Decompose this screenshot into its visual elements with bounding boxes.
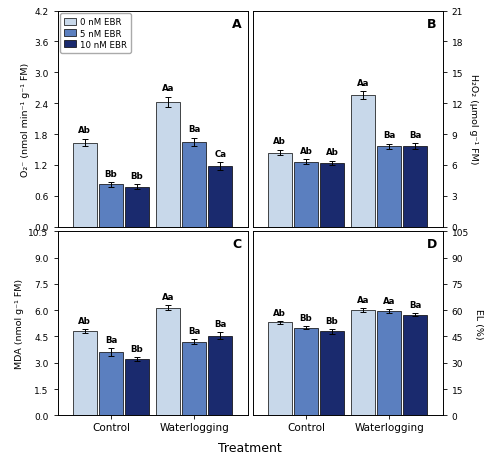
Text: Ba: Ba bbox=[409, 130, 422, 139]
Text: Ab: Ab bbox=[78, 126, 91, 135]
Text: Ab: Ab bbox=[300, 146, 312, 155]
Text: Bb: Bb bbox=[130, 344, 143, 353]
Text: Ca: Ca bbox=[214, 149, 226, 158]
Text: Ab: Ab bbox=[274, 308, 286, 317]
Bar bbox=[73, 331, 96, 415]
Bar bbox=[351, 96, 375, 227]
Text: Bb: Bb bbox=[104, 169, 118, 178]
Bar bbox=[208, 167, 232, 227]
Bar bbox=[268, 323, 291, 415]
Text: Bb: Bb bbox=[130, 171, 143, 180]
Text: Aa: Aa bbox=[357, 78, 369, 87]
Text: Bb: Bb bbox=[326, 316, 338, 325]
Text: D: D bbox=[426, 237, 437, 250]
Bar bbox=[294, 328, 318, 415]
Bar bbox=[320, 163, 344, 227]
Text: Aa: Aa bbox=[162, 84, 174, 93]
Text: Bb: Bb bbox=[300, 313, 312, 322]
Text: Ab: Ab bbox=[274, 137, 286, 146]
Text: Ba: Ba bbox=[105, 336, 117, 345]
Bar bbox=[404, 315, 427, 415]
Bar bbox=[320, 331, 344, 415]
Y-axis label: EL (%): EL (%) bbox=[474, 308, 484, 339]
Bar bbox=[404, 147, 427, 227]
Text: Aa: Aa bbox=[357, 296, 369, 305]
Bar bbox=[156, 308, 180, 415]
Bar bbox=[182, 342, 206, 415]
Bar bbox=[294, 162, 318, 227]
Text: Aa: Aa bbox=[383, 297, 395, 306]
Bar bbox=[208, 336, 232, 415]
Text: Treatment: Treatment bbox=[218, 442, 282, 454]
Text: B: B bbox=[428, 18, 437, 31]
Text: Ba: Ba bbox=[383, 131, 395, 140]
Text: Ba: Ba bbox=[188, 124, 200, 134]
Text: Ab: Ab bbox=[78, 316, 91, 325]
Text: Aa: Aa bbox=[162, 292, 174, 301]
Legend: 0 nM EBR, 5 nM EBR, 10 nM EBR: 0 nM EBR, 5 nM EBR, 10 nM EBR bbox=[60, 14, 131, 54]
Y-axis label: O₂⁻ (nmol min⁻¹ g⁻¹ FM): O₂⁻ (nmol min⁻¹ g⁻¹ FM) bbox=[21, 62, 30, 176]
Text: Ba: Ba bbox=[409, 300, 422, 309]
Y-axis label: H₂O₂ (μmol g⁻¹ FM): H₂O₂ (μmol g⁻¹ FM) bbox=[468, 74, 477, 164]
Text: A: A bbox=[232, 18, 242, 31]
Bar bbox=[99, 185, 123, 227]
Bar bbox=[377, 311, 401, 415]
Bar bbox=[351, 310, 375, 415]
Bar bbox=[125, 359, 149, 415]
Text: Ab: Ab bbox=[326, 148, 338, 157]
Bar bbox=[268, 153, 291, 227]
Text: C: C bbox=[232, 237, 242, 250]
Text: Ba: Ba bbox=[188, 326, 200, 335]
Bar bbox=[377, 147, 401, 227]
Bar bbox=[73, 144, 96, 227]
Bar bbox=[156, 103, 180, 227]
Bar bbox=[99, 353, 123, 415]
Text: Ba: Ba bbox=[214, 319, 226, 329]
Y-axis label: MDA (nmol g⁻¹ FM): MDA (nmol g⁻¹ FM) bbox=[15, 279, 24, 369]
Bar bbox=[182, 142, 206, 227]
Bar bbox=[125, 187, 149, 227]
